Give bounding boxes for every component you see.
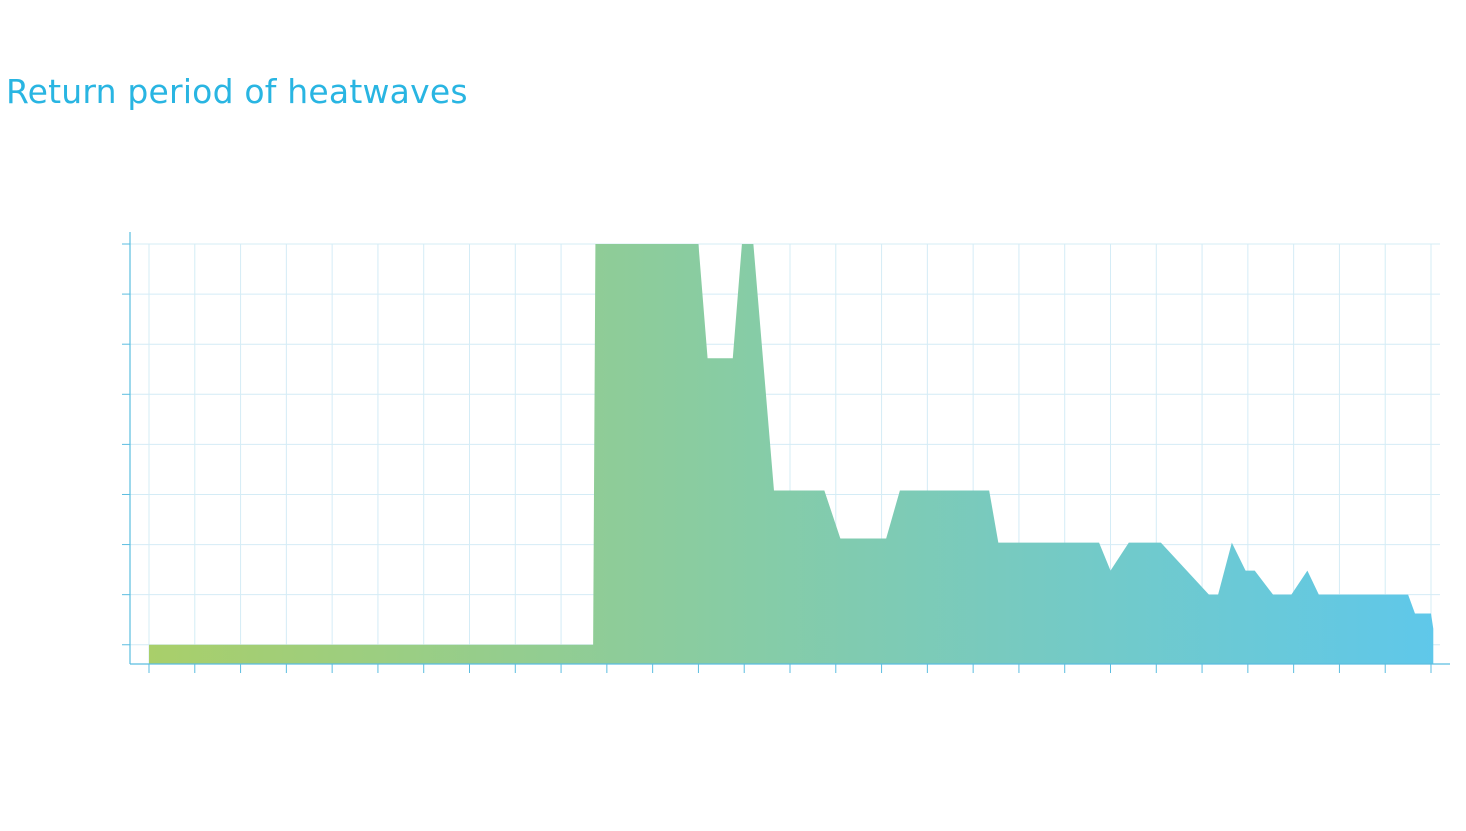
area-fill	[149, 244, 1434, 664]
area-series	[149, 244, 1434, 664]
axes	[122, 232, 1450, 673]
chart-title: Return period of heatwaves	[6, 72, 468, 111]
